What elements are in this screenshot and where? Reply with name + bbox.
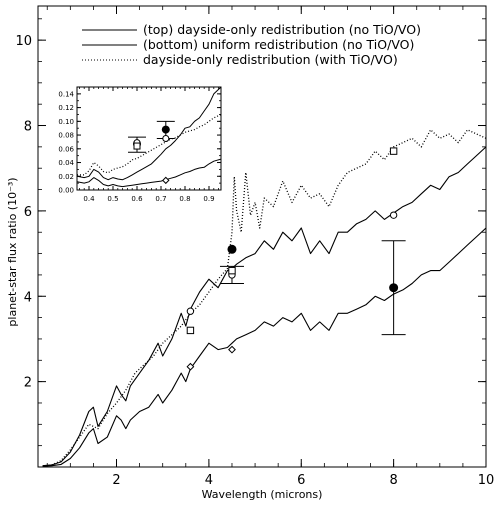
main-series-line-1 [42,146,486,467]
main-series-line-3 [42,129,486,467]
inset-x-tick-label: 0.7 [155,195,166,203]
inset-y-tick-label: 0.08 [58,132,74,140]
inset-plot-frame [76,86,222,191]
inset-series-group [77,87,221,188]
main-x-tick-label: 4 [205,473,213,488]
inset-open-diamond-marker [162,176,170,185]
main-series-group [42,129,486,467]
inset-y-tick-label: 0.10 [58,118,74,126]
main-y-tick-label: 2 [24,376,32,391]
inset-y-tick-label: 0.14 [58,90,74,98]
inset-filled-circle-marker [161,125,170,134]
legend-entry-1: (top) dayside-only redistribution (no Ti… [143,22,421,37]
main-y-tick-label: 6 [24,205,32,220]
legend-entry-2: (bottom) uniform redistribution (no TiO/… [143,37,414,52]
inset-x-tick-label: 0.6 [131,195,143,203]
main-open-square-marker [186,326,195,335]
main-plot-frame [37,5,487,468]
inset-series-line-3 [77,113,221,176]
main-filled-circle-marker [227,244,237,254]
inset-y-tick-label: 0.02 [58,173,74,181]
inset-plot: 0.4 0.5 0.6 0.7 0.8 0.9 0.00 0.02 0.04 0.06 0.08 0.… [58,86,222,203]
main-filled-circle-marker [389,283,399,293]
main-plot: 2 4 6 8 10 2 4 6 8 10 [15,5,494,488]
main-open-diamond-marker [186,362,195,371]
inset-y-tick-label: 0.06 [58,145,74,153]
inset-y-tick-label: 0.12 [58,104,74,112]
inset-open-square-marker [133,142,141,150]
main-x-tick-label: 8 [389,473,397,488]
inset-y-tick-label: 0.00 [58,187,74,195]
inset-x-tick-label: 0.5 [107,195,118,203]
main-series-line-2 [42,227,486,467]
main-open-square-marker [228,266,236,275]
inset-series-line-1 [77,87,221,181]
main-open-square-marker [389,147,398,155]
main-x-tick-label: 2 [112,473,120,488]
x-axis-label: Wavelength (microns) [202,488,323,501]
main-y-tick-label: 4 [24,290,32,305]
inset-series-line-2 [77,158,221,188]
main-y-tick-label: 8 [24,120,32,135]
inset-x-tick-label: 0.9 [203,195,214,203]
main-y-tick-label: 10 [15,34,32,49]
main-open-diamond-marker [228,345,236,354]
main-x-tick-label: 6 [297,473,305,488]
legend-entry-3: dayside-only redistribution (with TiO/VO… [143,52,398,67]
inset-y-tick-label: 0.04 [58,159,74,167]
y-axis-label: planet-star flux ratio (10⁻³) [6,177,19,326]
inset-open-circle-marker [162,135,170,142]
inset-x-tick-label: 0.4 [83,195,95,203]
legend: (top) dayside-only redistribution (no Ti… [82,22,421,67]
main-open-circle-marker [186,307,195,315]
inset-x-tick-label: 0.8 [179,195,190,203]
main-x-tick-label: 10 [478,473,494,488]
main-open-circle-marker [389,211,398,219]
